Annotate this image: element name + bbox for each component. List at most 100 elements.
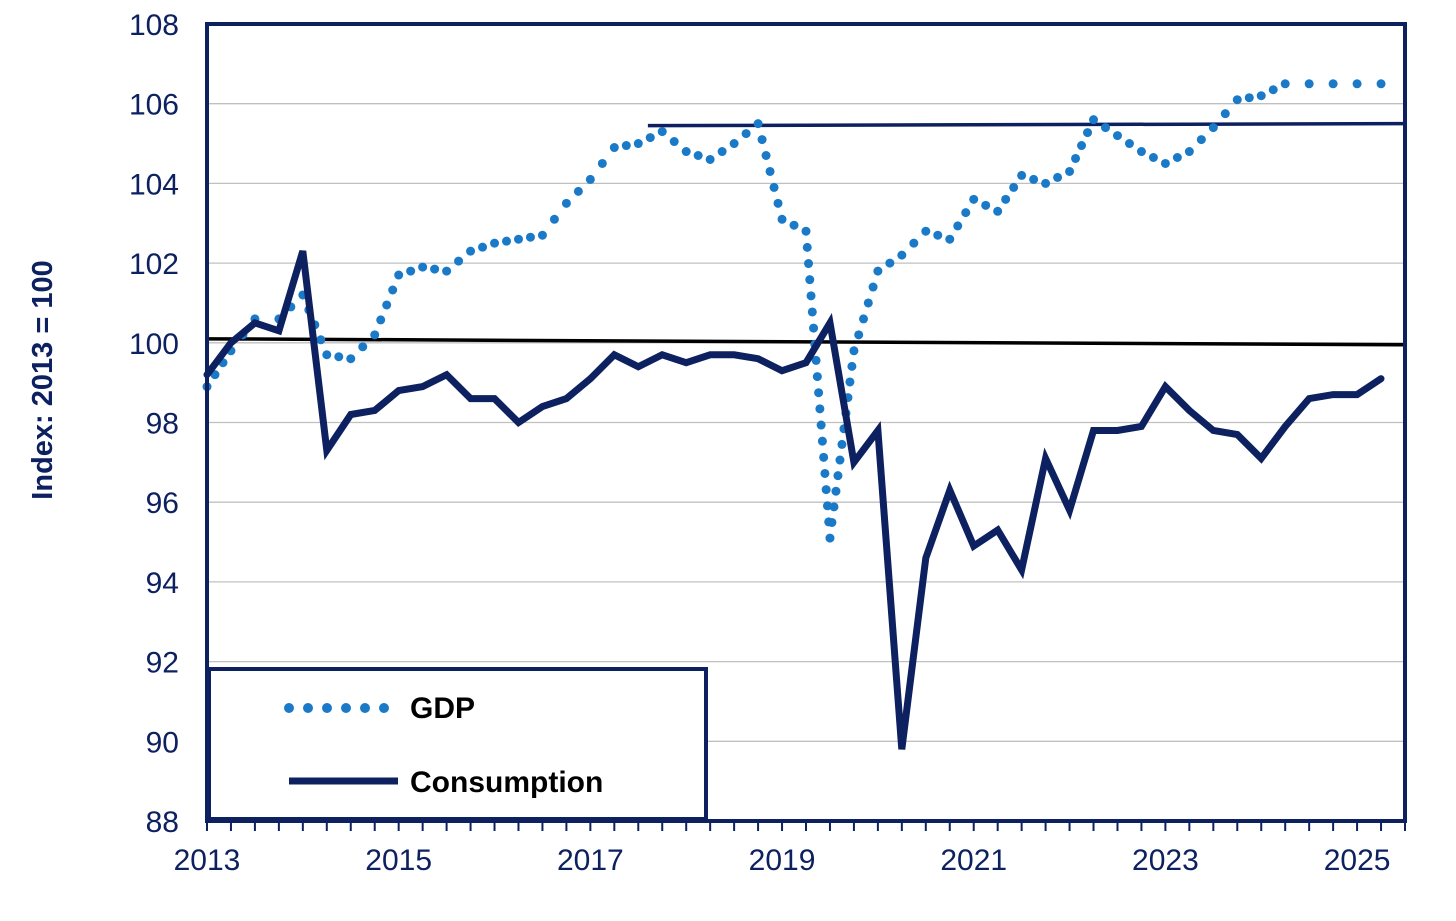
gdp-point	[490, 238, 500, 248]
gdp-point	[1077, 141, 1087, 151]
gdp-point	[1220, 109, 1230, 119]
gdp-point	[854, 330, 864, 340]
gdp-point	[705, 154, 715, 164]
gdp-point	[1041, 178, 1051, 188]
legend-gdp-label: GDP	[410, 692, 475, 725]
gdp-point	[1017, 170, 1027, 180]
gdp-point	[597, 158, 607, 168]
gdp-series	[202, 79, 1386, 543]
gdp-point	[817, 436, 827, 446]
gdp-point	[847, 361, 857, 371]
gdp-point	[1009, 182, 1019, 192]
gdp-point	[1112, 131, 1122, 141]
gdp-point	[1196, 135, 1206, 145]
gdp-point	[805, 275, 815, 285]
gdp-point	[388, 285, 398, 295]
gdp-point	[981, 200, 991, 210]
gdp-point	[1148, 152, 1158, 162]
gdp-point	[1089, 115, 1099, 125]
gdp-point	[370, 330, 380, 340]
gdp-point	[953, 221, 963, 231]
gdp-point	[717, 147, 727, 157]
gdp-point	[741, 129, 751, 139]
gdp-point	[863, 298, 873, 308]
gdp-point	[815, 404, 825, 414]
gdp-point	[820, 468, 830, 478]
gdp-point	[1136, 147, 1146, 157]
gdp-point	[466, 246, 476, 256]
y-axis-title: Index: 2013 = 100	[27, 260, 59, 499]
gdp-point	[1244, 93, 1254, 103]
y-tick-label: 98	[146, 408, 179, 441]
gdp-point	[573, 186, 583, 196]
gdp-point	[376, 315, 386, 325]
gdp-point	[769, 182, 779, 192]
gdp-point	[502, 236, 511, 246]
legend-gdp-dot	[360, 703, 370, 713]
gdp-point	[1280, 79, 1290, 89]
x-axis-ticks	[206, 821, 1406, 831]
gdp-point	[819, 452, 829, 462]
gdp-point	[807, 307, 817, 317]
gdp-point	[806, 291, 816, 301]
gdp-point	[645, 133, 655, 143]
gdp-point	[837, 439, 847, 449]
gdp-point	[831, 486, 841, 496]
x-tick-label: 2013	[174, 844, 241, 877]
gdp-point	[801, 226, 811, 236]
gdp-point	[897, 250, 907, 260]
gdp-point	[633, 139, 643, 149]
gdp-point	[885, 258, 895, 268]
gdp-point	[933, 230, 943, 240]
x-tick-label: 2015	[365, 844, 432, 877]
gdp-point	[454, 256, 464, 266]
legend-gdp-dots	[284, 703, 389, 713]
y-tick-label: 104	[129, 168, 179, 201]
legend-box	[207, 667, 708, 821]
reference-lines	[206, 121, 1406, 347]
legend-consumption-label: Consumption	[410, 766, 603, 799]
legend-gdp-dot	[341, 703, 351, 713]
y-tick-label: 90	[146, 726, 179, 759]
gdp-point	[1352, 79, 1362, 89]
gdp-point	[549, 214, 559, 224]
gdp-point	[812, 372, 822, 382]
gdp-point	[513, 234, 523, 244]
gdp-point	[657, 127, 667, 137]
gdp-point	[609, 143, 619, 153]
gdp-point	[322, 350, 332, 360]
gdp-point	[1268, 85, 1278, 95]
y-tick-label: 102	[129, 248, 179, 281]
gdp-point	[1304, 79, 1314, 89]
gdp-point	[835, 455, 845, 465]
gdp-point	[777, 214, 787, 224]
x-tick-label: 2017	[557, 844, 624, 877]
gdp-point	[1232, 95, 1242, 105]
reference-line-peak	[647, 121, 1406, 128]
gdp-point	[442, 266, 452, 276]
gdp-point	[585, 174, 595, 184]
gdp-point	[1208, 123, 1218, 133]
gdp-point	[693, 151, 703, 161]
gdp-point	[811, 355, 821, 365]
gdp-point	[1083, 128, 1093, 138]
gdp-point	[394, 270, 404, 280]
gdp-point	[921, 226, 931, 236]
x-axis-tick-labels: 2013 2015 2017 2019 2021 2023 2025	[174, 844, 1391, 877]
gdp-point	[945, 234, 955, 244]
gdp-point	[1065, 166, 1075, 176]
y-tick-label: 92	[146, 647, 179, 680]
gdp-point	[681, 147, 691, 157]
gdp-point	[418, 262, 428, 272]
gdp-point	[561, 198, 571, 208]
gdp-point	[1160, 158, 1170, 168]
gdp-point	[334, 352, 344, 362]
gdp-point	[909, 238, 919, 248]
y-tick-label: 96	[146, 487, 179, 520]
gdp-point	[868, 282, 878, 292]
gdp-point	[825, 533, 835, 543]
gdp-point	[478, 242, 488, 252]
legend-gdp-dot	[379, 703, 389, 713]
gdp-point	[773, 198, 783, 208]
